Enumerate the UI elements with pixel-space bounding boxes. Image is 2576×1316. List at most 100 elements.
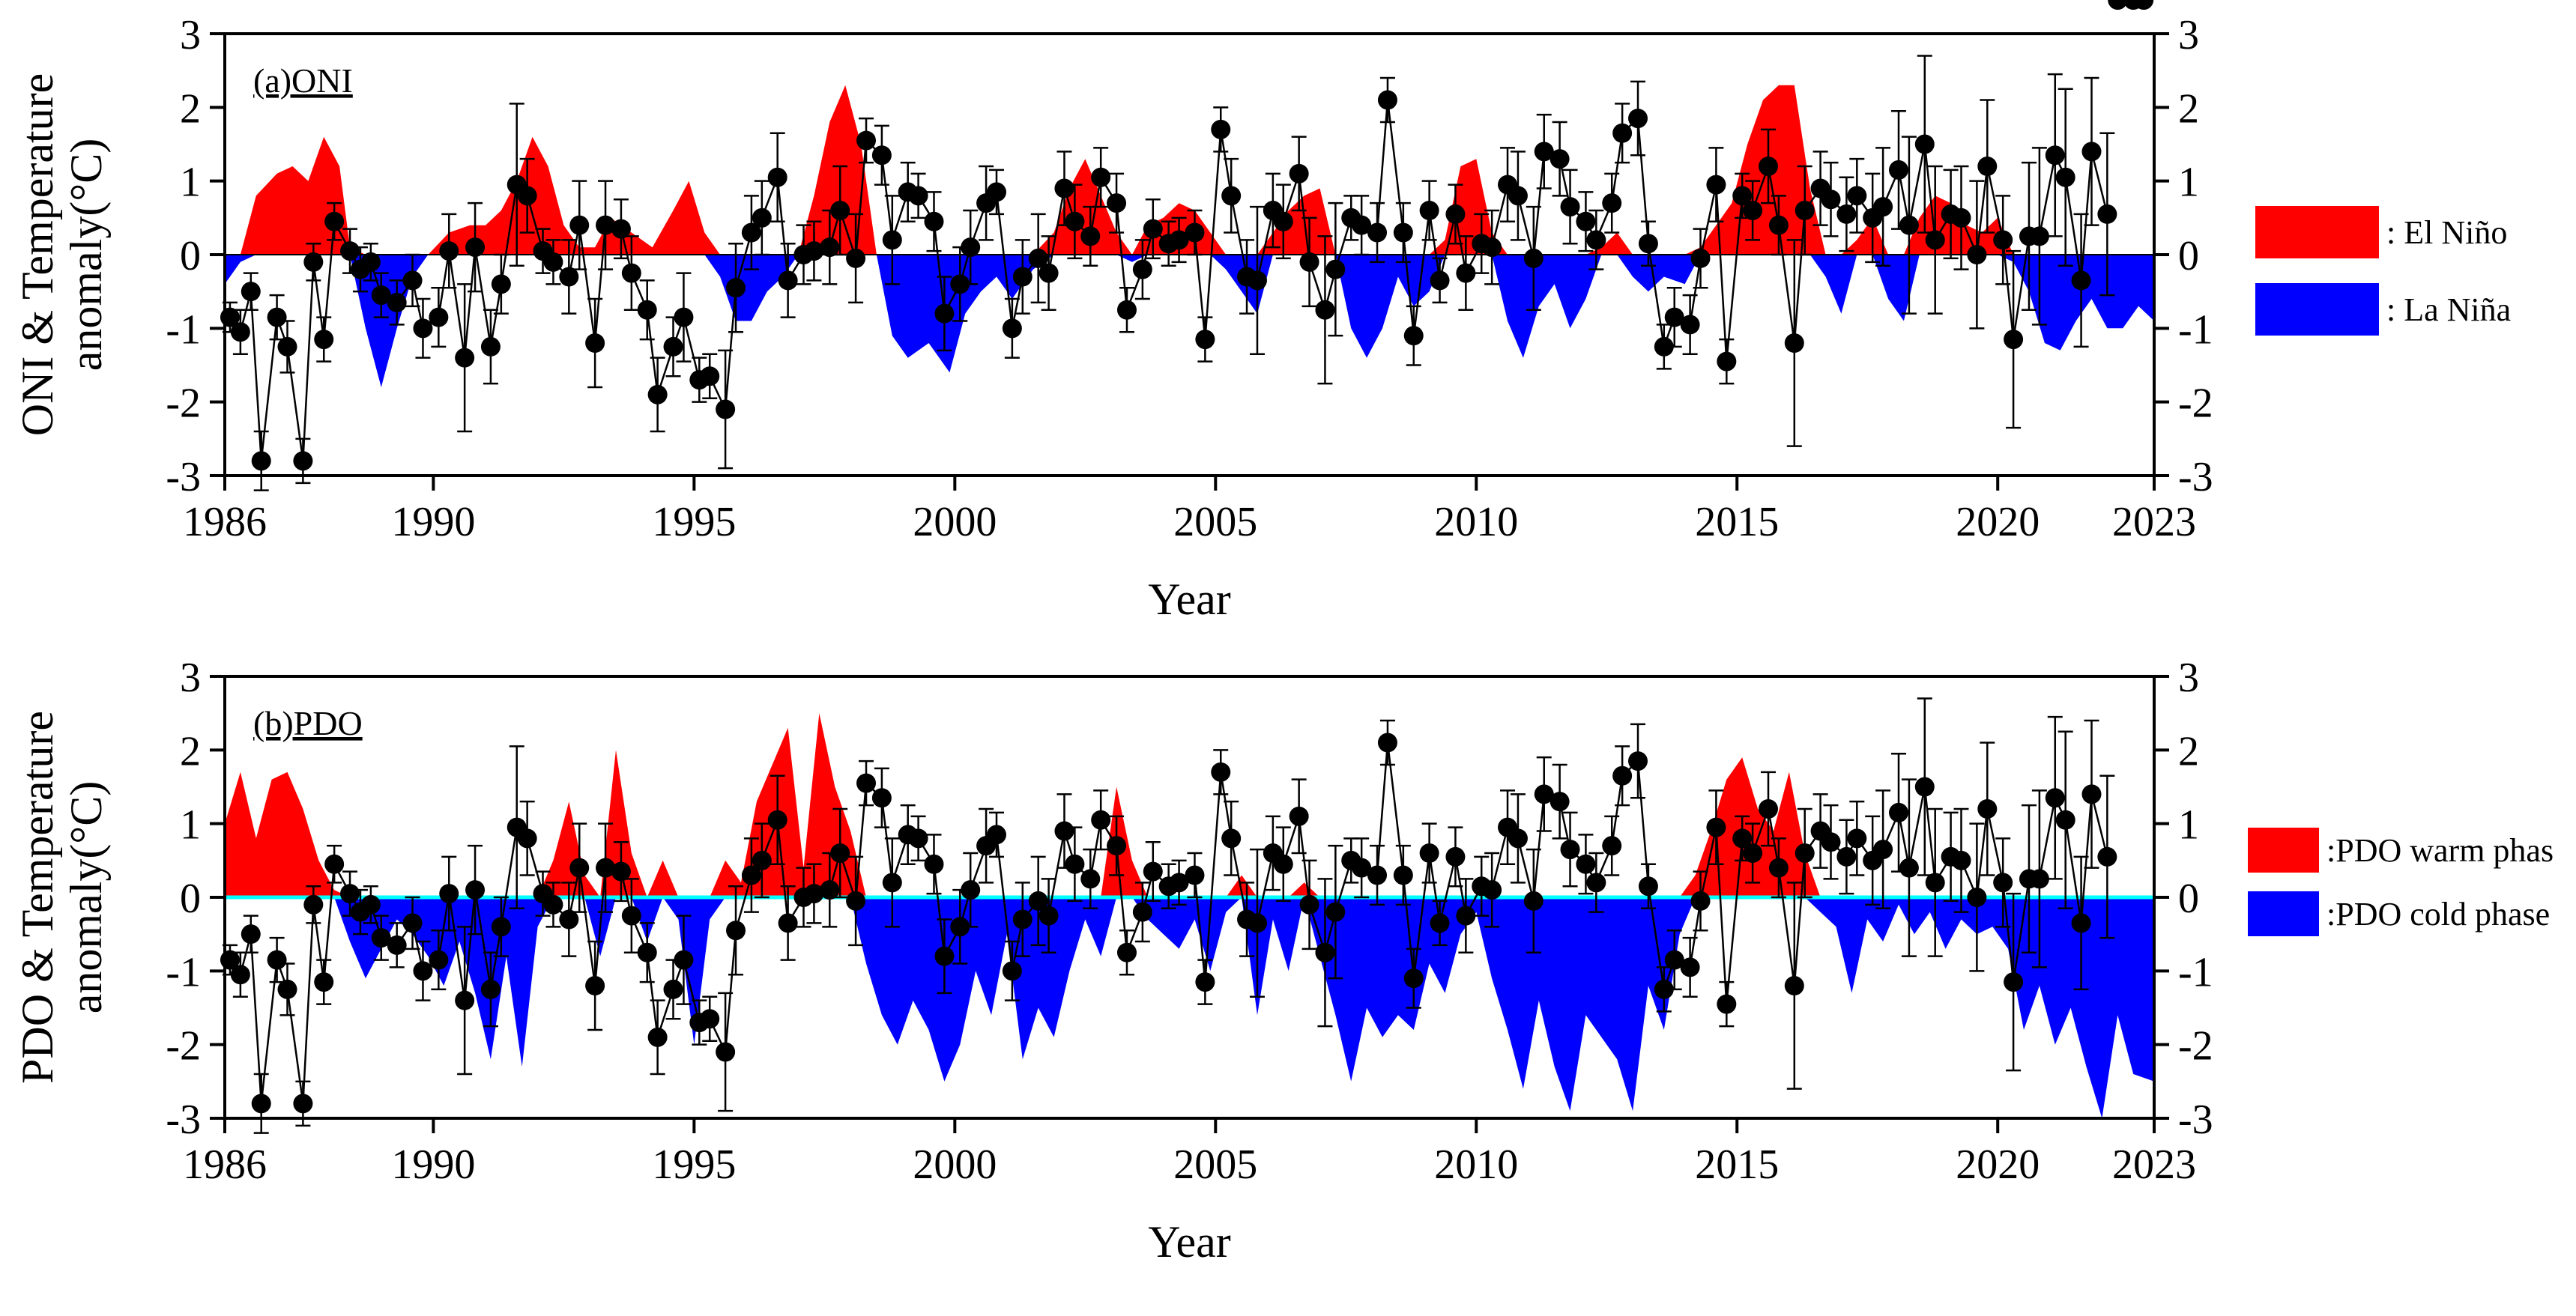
y-axis-title-line1: PDO & Temperature: [13, 711, 62, 1084]
legend-label: : La Niña: [2386, 291, 2511, 328]
y-tick-label-left: -2: [166, 380, 201, 427]
temperature-point: [1743, 843, 1763, 863]
temperature-point: [663, 336, 683, 357]
temperature-point: [908, 186, 928, 206]
temperature-point: [1654, 979, 1674, 999]
temperature-point: [1352, 215, 1372, 235]
temperature-point: [924, 854, 944, 874]
y-tick-label-right: -1: [2178, 306, 2213, 353]
temperature-point: [1091, 167, 1111, 187]
temperature-point: [267, 950, 287, 970]
temperature-point: [1315, 942, 1335, 962]
temperature-point: [293, 451, 313, 471]
temperature-point: [1993, 230, 2013, 250]
y-tick-label-right: -2: [2178, 1023, 2213, 1070]
temperature-point: [856, 130, 877, 151]
temperature-point: [2097, 846, 2117, 867]
temperature-point: [2045, 788, 2065, 808]
temperature-point: [1967, 245, 1987, 264]
temperature-point: [1951, 850, 1971, 870]
temperature-point: [1273, 211, 1293, 231]
temperature-point: [1419, 843, 1439, 863]
temperature-point: [1836, 204, 1857, 224]
temperature-point: [950, 274, 970, 294]
temperature-point: [1602, 836, 1622, 856]
temperature-point: [1352, 858, 1372, 878]
temperature-point: [1784, 333, 1804, 353]
temperature-point: [1732, 828, 1753, 849]
y-tick-label-right: 3: [2178, 12, 2199, 58]
temperature-point: [1628, 109, 1648, 129]
temperature-point: [387, 935, 407, 955]
temperature-point: [934, 946, 955, 966]
temperature-point: [1315, 300, 1335, 320]
temperature-point: [1367, 865, 1388, 885]
temperature-point: [1586, 873, 1606, 893]
y-tick-label-left: 0: [180, 876, 201, 922]
temperature-point: [1560, 197, 1580, 217]
temperature-point: [2108, 0, 2128, 10]
temperature-point: [480, 979, 501, 999]
temperature-point: [1993, 873, 2013, 893]
temperature-point: [1821, 189, 1841, 210]
temperature-point: [585, 333, 605, 353]
temperature-point: [961, 237, 981, 258]
temperature-point: [402, 270, 423, 291]
temperature-point: [871, 788, 892, 808]
temperature-point: [517, 828, 537, 849]
x-tick-label: 1990: [391, 1141, 475, 1188]
temperature-point: [1403, 326, 1424, 346]
temperature-point: [1065, 854, 1085, 874]
temperature-point: [2081, 784, 2102, 804]
temperature-point: [2055, 810, 2075, 830]
temperature-point: [987, 182, 1006, 202]
temperature-point: [2081, 142, 2102, 162]
temperature-point: [303, 894, 324, 915]
temperature-point: [934, 303, 955, 324]
x-tick-label: 1986: [183, 499, 267, 545]
temperature-point: [908, 828, 928, 849]
temperature-point: [413, 318, 433, 339]
temperature-point: [1247, 270, 1267, 291]
temperature-point: [585, 976, 605, 995]
temperature-point: [402, 913, 423, 933]
temperature-point: [1690, 248, 1711, 268]
y-tick-label-right: 0: [2178, 876, 2199, 922]
temperature-point: [1654, 336, 1674, 357]
temperature-point: [2071, 270, 2091, 291]
y-tick-label-right: -3: [2178, 454, 2213, 500]
temperature-point: [752, 207, 772, 228]
temperature-point: [371, 285, 391, 306]
temperature-point: [1759, 799, 1778, 819]
x-axis-title: Year: [1148, 574, 1231, 624]
temperature-point: [804, 884, 824, 904]
panel-label: (b)PDO: [253, 704, 363, 742]
temperature-point: [1847, 186, 1867, 206]
temperature-point: [621, 906, 641, 926]
temperature-point: [950, 917, 970, 937]
temperature-point: [674, 950, 694, 970]
temperature-point: [637, 300, 657, 320]
temperature-point: [1080, 869, 1101, 889]
negative-area: [225, 255, 2154, 387]
temperature-point: [1768, 215, 1789, 235]
temperature-point: [569, 215, 590, 235]
temperature-point: [251, 1094, 271, 1114]
temperature-point: [1456, 263, 1476, 283]
temperature-point: [1951, 207, 1971, 228]
legend-swatch: [2248, 891, 2319, 936]
x-tick-label: 2005: [1173, 1141, 1257, 1188]
temperature-point: [1091, 810, 1111, 830]
temperature-point: [716, 399, 736, 419]
temperature-point: [1430, 913, 1450, 933]
temperature-point: [882, 873, 902, 893]
temperature-point: [1795, 843, 1815, 863]
temperature-point: [360, 894, 381, 915]
temperature-point: [1549, 792, 1570, 812]
y-tick-label-left: 1: [180, 802, 201, 849]
temperature-point: [1914, 134, 1935, 154]
temperature-point: [1012, 267, 1032, 287]
temperature-point: [465, 237, 486, 258]
temperature-point: [465, 880, 486, 900]
